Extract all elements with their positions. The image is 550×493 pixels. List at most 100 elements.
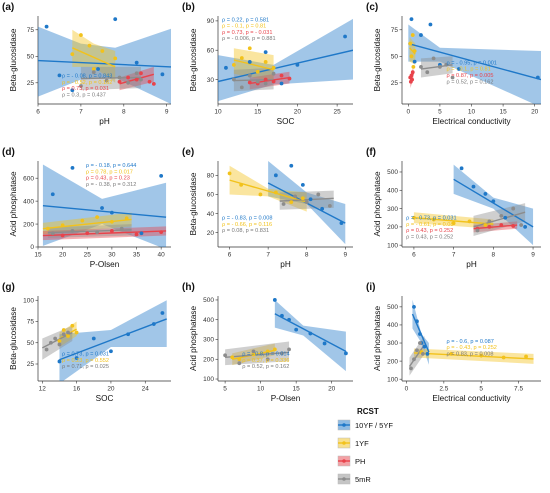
data-point-ph (410, 70, 415, 75)
data-point-5mr (304, 200, 309, 204)
data-point-10yf_5yf (279, 81, 284, 86)
data-point-5mr (415, 348, 419, 353)
data-point-5mr (66, 330, 70, 335)
data-point-5mr (519, 223, 524, 227)
data-point-5mr (409, 366, 413, 371)
fit-line-5mr (47, 229, 132, 234)
x-tick-label: 12 (39, 386, 47, 393)
stat-label-1yf: ρ = - 0.52, p = 0.162 (62, 80, 112, 86)
legend-label-5mr: 5mR (355, 475, 371, 484)
data-point-1yf (451, 221, 456, 226)
data-point-10yf_5yf (272, 298, 277, 302)
stat-label-10yf_5yf: ρ = - 0.6, p = 0.087 (446, 339, 493, 345)
x-tick-label: 2.5 (439, 386, 448, 393)
stat-label-ph: ρ = 0.87, p = 0.005 (446, 73, 493, 79)
data-point-ph (271, 79, 276, 84)
stat-label-5mr: ρ = 0.08, p = 0.831 (222, 228, 269, 234)
x-tick-label: 10 (468, 109, 476, 116)
x-axis-title: pH (280, 260, 291, 269)
y-tick-label: 75 (27, 319, 35, 326)
y-tick-label: 40 (207, 211, 215, 218)
plot-area (227, 161, 346, 245)
y-tick-label: 100 (387, 242, 398, 249)
x-tick-label: 7 (79, 109, 83, 116)
x-tick-label: 7 (452, 252, 456, 259)
stat-label-1yf: ρ = 0.78, p = 0.017 (86, 169, 133, 175)
x-tick-label: 9 (531, 252, 535, 259)
stat-label-10yf_5yf: ρ = 0.73, p = 0.031 (62, 352, 109, 358)
x-tick-label: 7 (266, 252, 270, 259)
data-point-5mr (239, 85, 244, 90)
data-point-10yf_5yf (503, 215, 508, 220)
x-tick-label: 8 (305, 252, 309, 259)
x-tick-label: 24 (142, 386, 150, 393)
y-tick-label: 25 (391, 80, 399, 87)
data-point-10yf_5yf (74, 356, 79, 360)
data-point-5mr (412, 357, 416, 362)
x-tick-label: 20 (531, 109, 539, 116)
y-tick-label: 200 (387, 224, 398, 231)
x-axis-title: Electrical conductivity (432, 394, 511, 403)
confidence-band-10yf_5yf (408, 24, 541, 104)
data-point-5mr (425, 70, 430, 75)
y-tick-label: 400 (387, 187, 398, 194)
data-point-5mr (53, 336, 58, 341)
data-point-5mr (223, 353, 228, 358)
data-point-5mr (231, 77, 236, 82)
data-point-1yf (45, 226, 50, 231)
x-tick-label: 5 (223, 386, 227, 393)
x-tick-label: 16 (73, 386, 81, 393)
x-tick-label: 0 (405, 386, 409, 393)
data-point-ph (410, 77, 415, 82)
data-point-5mr (511, 206, 516, 211)
x-tick-label: 15 (499, 109, 507, 116)
data-point-1yf (263, 60, 268, 64)
stat-label-10yf_5yf: ρ = - 0.18, p = 0.644 (86, 163, 136, 169)
stat-label-10yf_5yf: ρ = - 0.95, p = 0.001 (446, 60, 496, 66)
data-point-1yf (412, 215, 416, 220)
confidence-band-1yf (72, 29, 116, 83)
data-point-1yf (66, 334, 70, 338)
data-point-1yf (289, 200, 294, 204)
x-tick-label: 15 (34, 252, 42, 259)
x-axis-title: SOC (96, 394, 114, 403)
data-point-10yf_5yf (57, 359, 62, 364)
x-tick-label: 40 (158, 252, 166, 259)
x-tick-label: 20 (107, 386, 115, 393)
data-point-5mr (487, 219, 492, 224)
stat-label-ph: ρ = 0.73, p = 0.031 (62, 86, 109, 92)
plot-area (408, 299, 534, 376)
x-tick-label: 5 (479, 386, 483, 393)
x-tick-label: 8 (492, 252, 496, 259)
y-tick-label: 25 (27, 80, 35, 87)
y-axis-title: Beta-glucosidase (9, 28, 18, 91)
panel-c: (c) 0 5 10 15 20 25 50 75 Electrical conductivity… (366, 2, 541, 126)
x-tick-label: 0 (407, 109, 411, 116)
y-tick-label: 200 (23, 221, 34, 228)
data-point-1yf (113, 56, 118, 61)
data-point-10yf_5yf (109, 349, 113, 354)
data-point-1yf (272, 347, 277, 352)
data-point-10yf_5yf (134, 60, 139, 65)
data-point-ph (126, 75, 130, 80)
legend-item: 1YF (337, 437, 369, 449)
y-tick-label: 75 (391, 27, 399, 34)
fit-line-10yf_5yf (218, 49, 353, 83)
panel-label: (g) (2, 282, 15, 293)
legend-label-10yf-5yf: 10YF / 5YF (355, 421, 393, 430)
y-tick-label: 50 (391, 53, 399, 60)
panel-f: (f) 6 7 8 9 100 200 300 400 500 pH Acid phosphatase… (366, 147, 541, 269)
data-point-10yf_5yf (109, 210, 114, 215)
confidence-band-10yf_5yf (59, 300, 167, 381)
y-axis-title: Beta-glucosidase (189, 172, 198, 235)
data-point-1yf (410, 33, 415, 37)
plot-area (223, 298, 348, 372)
data-point-1yf (231, 62, 236, 67)
y-tick-label: 500 (203, 297, 214, 304)
data-point-5mr (499, 213, 504, 218)
y-tick-label: 200 (203, 356, 214, 363)
data-point-10yf_5yf (159, 174, 164, 178)
data-point-ph (487, 224, 492, 229)
